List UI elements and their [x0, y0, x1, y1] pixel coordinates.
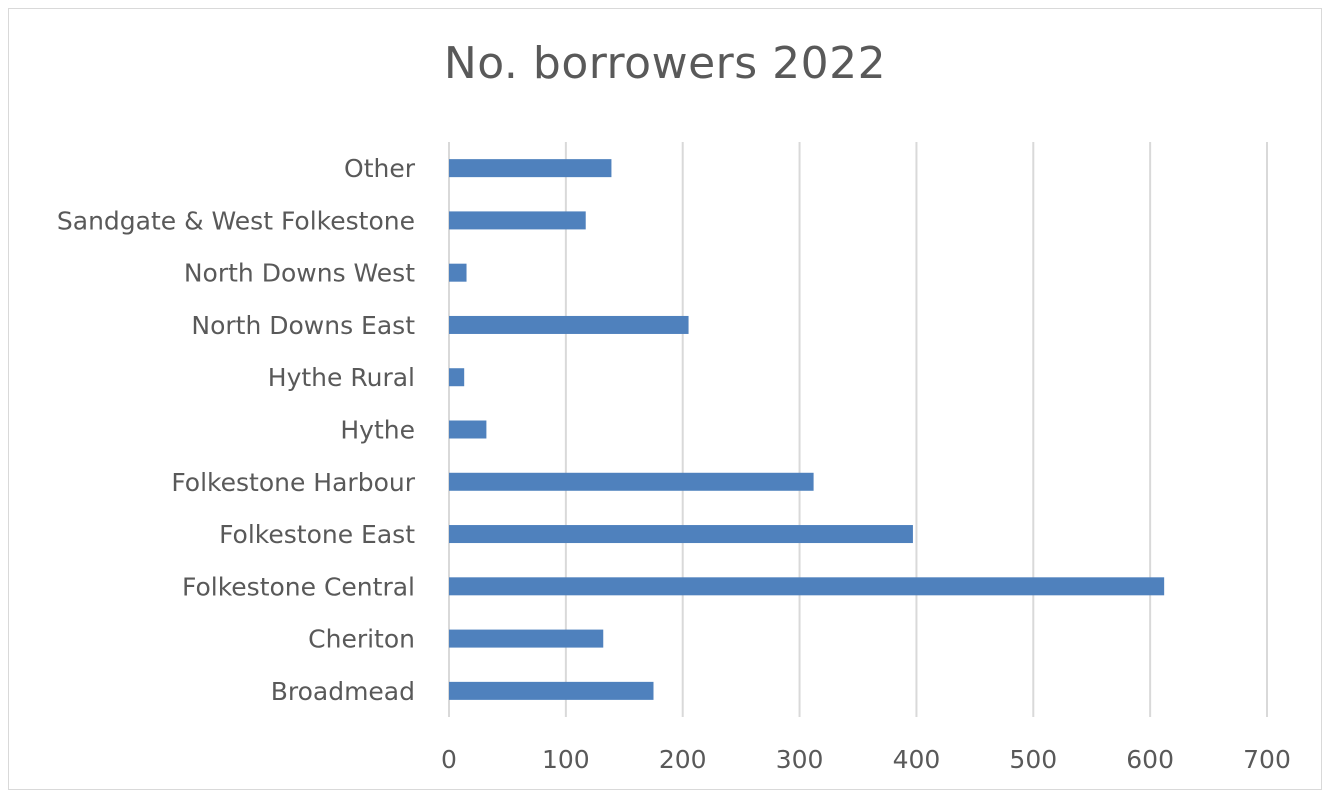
bar: [449, 159, 612, 178]
x-tick-label: 100: [542, 745, 590, 774]
category-label: North Downs West: [184, 259, 415, 288]
x-tick-label: 200: [659, 745, 707, 774]
bar: [449, 472, 814, 491]
x-tick-label: 400: [893, 745, 941, 774]
category-label: Other: [344, 154, 416, 183]
bar: [449, 263, 467, 282]
category-labels: Broadmead Cheriton Folkestone Central Folke…: [57, 154, 416, 706]
category-label: North Downs East: [191, 311, 415, 340]
chart-frame: [8, 8, 1322, 790]
bar: [449, 629, 604, 648]
x-tick-label: 700: [1243, 745, 1291, 774]
category-label: Folkestone Harbour: [171, 468, 415, 497]
gridlines: [448, 142, 1268, 717]
x-tick-labels: 0 100 200 300 400 500 600 700: [441, 745, 1291, 774]
category-label: Folkestone Central: [182, 572, 415, 601]
bar: [449, 525, 913, 544]
category-label: Sandgate & West Folkestone: [57, 206, 415, 235]
x-tick-label: 500: [1009, 745, 1057, 774]
x-tick-label: 600: [1126, 745, 1174, 774]
bar: [449, 315, 689, 334]
x-tick-label: 300: [776, 745, 824, 774]
category-label: Cheriton: [308, 625, 415, 654]
bar: [449, 577, 1165, 596]
bar: [449, 211, 586, 230]
bars: [449, 159, 1165, 700]
category-label: Hythe Rural: [268, 363, 415, 392]
bar: [449, 368, 465, 387]
category-label: Hythe: [340, 416, 415, 445]
bar: [449, 420, 487, 439]
bar: [449, 681, 654, 700]
x-tick-label: 0: [441, 745, 457, 774]
category-label: Broadmead: [271, 677, 415, 706]
category-label: Folkestone East: [219, 520, 415, 549]
chart-title: No. borrowers 2022: [443, 38, 887, 89]
